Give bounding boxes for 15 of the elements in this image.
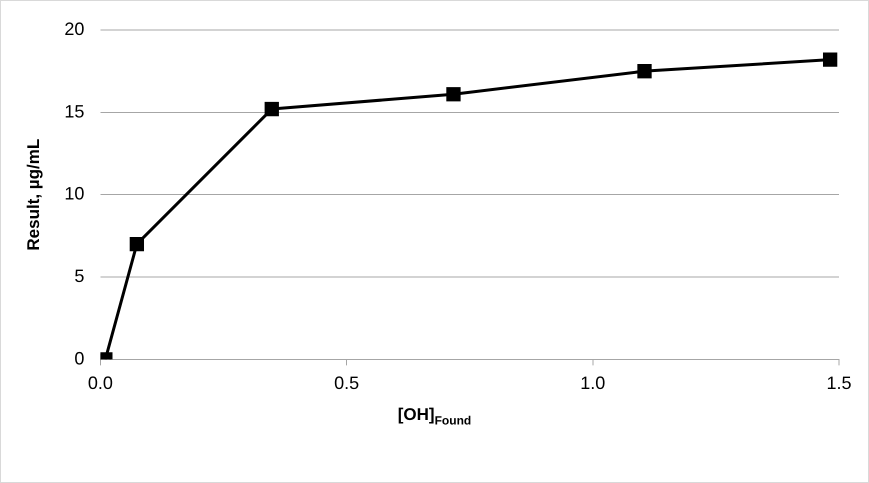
- x-tick-label: 1.5: [826, 373, 852, 394]
- point: [264, 102, 279, 116]
- x-tick-label: 0.5: [334, 373, 360, 394]
- y-tick-label: 20: [64, 18, 84, 39]
- y-tick-label: 0: [74, 348, 84, 368]
- point: [446, 87, 461, 102]
- y-tick-label: 10: [64, 184, 84, 204]
- y-axis-title: Result, µg/mL: [24, 138, 43, 251]
- x-tick-label: 0.0: [88, 373, 113, 394]
- y-tick-label: 15: [64, 101, 84, 122]
- x-axis-title: [OH]$_{Found}$: [396, 405, 472, 428]
- point: [822, 52, 838, 67]
- y-tick-label: 5: [74, 266, 84, 286]
- point: [637, 64, 652, 78]
- x-tick-label: 1.0: [580, 373, 606, 394]
